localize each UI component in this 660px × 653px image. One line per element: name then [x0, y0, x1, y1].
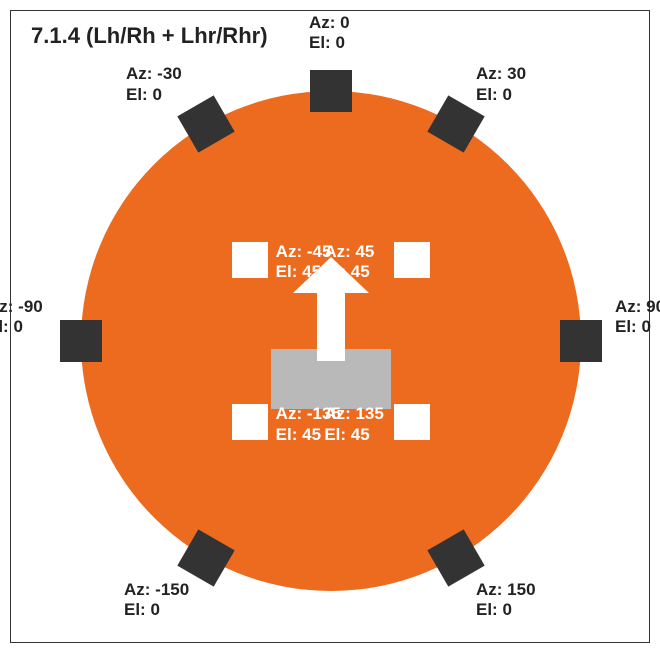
height-speaker-label: Az: -135 El: 45	[276, 404, 341, 445]
height-speaker-label: Az: 45 El: 45	[324, 242, 374, 283]
height-speaker	[232, 404, 268, 440]
diagram-frame: 7.1.4 (Lh/Rh + Lhr/Rhr) Az: 0 El: 0 Az: 3…	[10, 10, 650, 643]
outer-speaker	[560, 320, 602, 362]
outer-speaker-label: Az: -150 El: 0	[124, 580, 189, 621]
height-speaker	[394, 404, 430, 440]
outer-speaker-label: Az: 150 El: 0	[476, 580, 536, 621]
outer-speaker	[310, 70, 352, 112]
outer-speaker	[60, 320, 102, 362]
height-speaker-label: Az: -45 El: 45	[276, 242, 332, 283]
outer-speaker-label: Az: 0 El: 0	[309, 13, 350, 54]
outer-speaker-label: Az: 30 El: 0	[476, 64, 526, 105]
height-speaker	[394, 242, 430, 278]
height-speaker	[232, 242, 268, 278]
outer-speaker-label: Az: -90 El: 0	[0, 297, 43, 338]
outer-speaker-label: Az: 90 El: 0	[615, 297, 660, 338]
outer-speaker-label: Az: -30 El: 0	[126, 64, 182, 105]
diagram-title: 7.1.4 (Lh/Rh + Lhr/Rhr)	[31, 23, 268, 49]
forward-arrow-stem	[317, 291, 345, 361]
